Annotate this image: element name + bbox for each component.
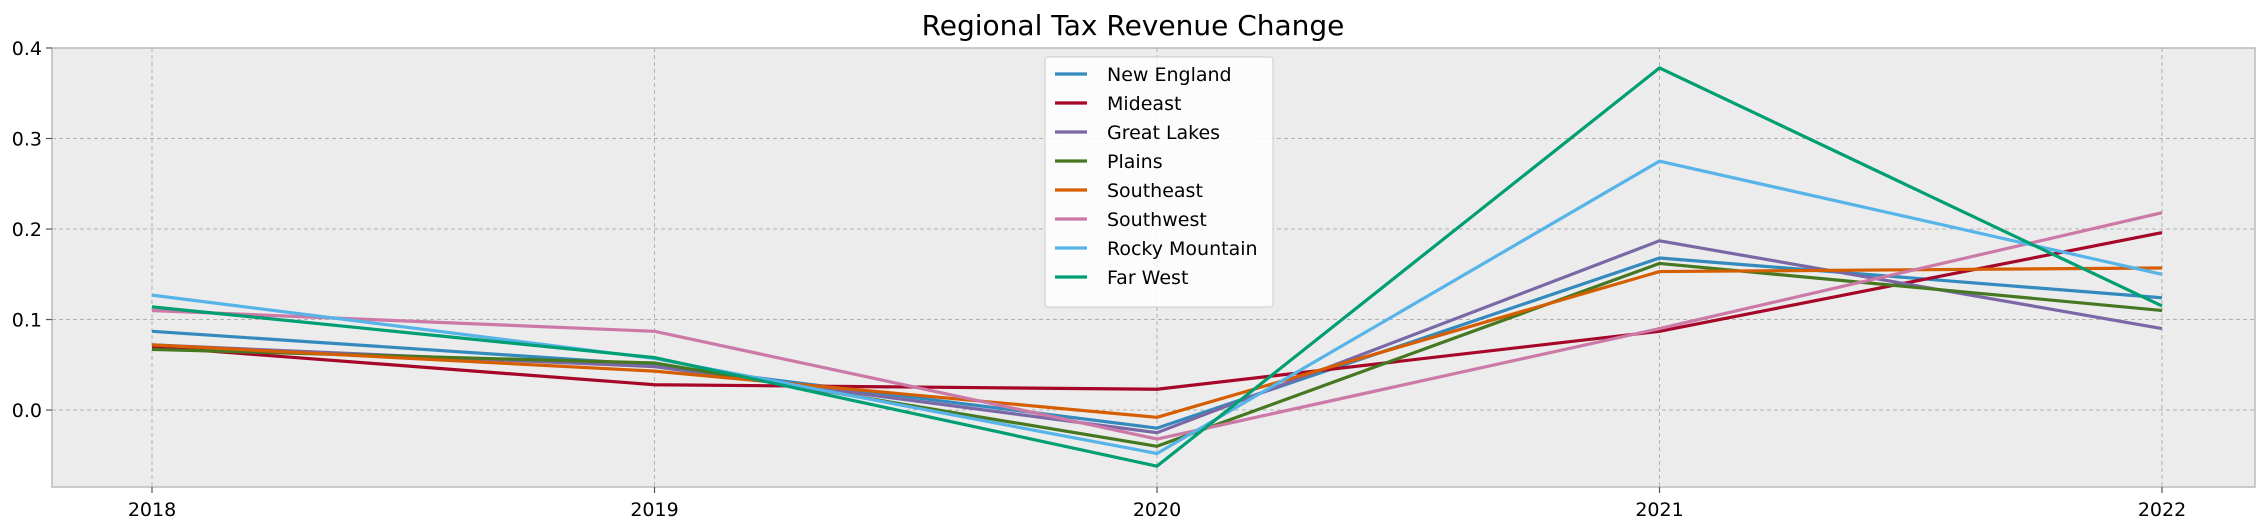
series-line-southeast [151, 266, 2163, 419]
legend-label: Rocky Mountain [1107, 238, 1258, 260]
legend-label: New England [1107, 64, 1232, 86]
legend-label: Great Lakes [1107, 122, 1220, 144]
series-line-plains [151, 261, 2163, 448]
series-line-southwest [151, 211, 2163, 441]
series-line-rocky-mountain [151, 159, 2163, 456]
legend-label: Southwest [1107, 209, 1207, 231]
y-tick-label: 0.0 [12, 400, 42, 422]
y-tick-label: 0.1 [12, 310, 42, 332]
x-tick-label: 2018 [128, 499, 176, 521]
x-tick-label: 2022 [2138, 499, 2186, 521]
x-tick-label: 2021 [1635, 499, 1683, 521]
y-tick-label: 0.4 [12, 38, 42, 60]
chart-title: Regional Tax Revenue Change [922, 9, 1345, 42]
y-tick-label: 0.3 [12, 129, 42, 151]
legend-label: Plains [1107, 151, 1163, 173]
legend-box [1044, 56, 1274, 308]
legend-label: Far West [1107, 267, 1188, 289]
x-tick-label: 2019 [630, 499, 678, 521]
plot-area: 2018 2019 2020 2021 2022 0.0 0.1 0.2 0.3 0.4 New E… [12, 38, 2256, 521]
series-line-mideast [151, 231, 2163, 391]
series-line-far-west [151, 66, 2163, 468]
legend-label: Mideast [1107, 93, 1181, 115]
y-tick-label: 0.2 [12, 219, 42, 241]
x-tick-label: 2020 [1133, 499, 1181, 521]
legend-label: Southeast [1107, 180, 1203, 202]
